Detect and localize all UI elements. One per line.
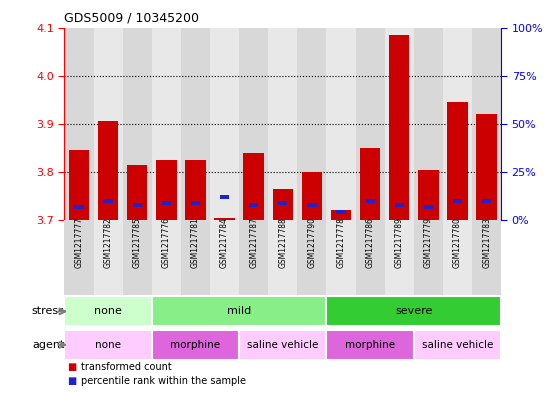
Text: morphine: morphine — [170, 340, 221, 350]
Text: percentile rank within the sample: percentile rank within the sample — [81, 376, 246, 386]
Bar — [181, 28, 210, 220]
Bar — [424, 205, 433, 209]
Text: severe: severe — [395, 307, 432, 316]
Text: morphine: morphine — [345, 340, 395, 350]
Bar — [181, 220, 210, 295]
Bar — [360, 148, 380, 220]
Bar — [307, 203, 316, 207]
Bar — [414, 330, 501, 360]
Text: none: none — [95, 340, 121, 350]
Bar — [127, 165, 147, 220]
Bar — [389, 35, 409, 220]
Bar — [133, 203, 142, 207]
Bar — [98, 121, 118, 220]
Bar — [249, 203, 258, 207]
Bar — [472, 220, 501, 295]
Text: none: none — [94, 307, 122, 316]
Text: mild: mild — [227, 307, 251, 316]
Bar — [453, 199, 462, 203]
Bar — [268, 28, 297, 220]
Bar — [123, 28, 152, 220]
Bar — [210, 220, 239, 295]
Bar — [443, 220, 472, 295]
Bar — [356, 28, 385, 220]
Bar — [220, 195, 229, 199]
Bar — [64, 220, 94, 295]
Bar — [156, 160, 176, 220]
Bar — [395, 203, 404, 207]
Bar — [239, 330, 326, 360]
Bar — [482, 199, 491, 203]
Bar — [162, 201, 171, 205]
Bar — [326, 220, 356, 295]
Text: agent: agent — [32, 340, 64, 350]
Bar — [210, 28, 239, 220]
Bar — [152, 296, 326, 327]
Bar — [94, 28, 123, 220]
Text: stress: stress — [31, 307, 64, 316]
Bar — [414, 28, 443, 220]
Bar — [185, 160, 206, 220]
Bar — [385, 28, 414, 220]
Text: saline vehicle: saline vehicle — [247, 340, 319, 350]
Bar — [152, 220, 181, 295]
Text: saline vehicle: saline vehicle — [422, 340, 493, 350]
Bar — [472, 28, 501, 220]
Bar — [326, 330, 414, 360]
Bar — [385, 220, 414, 295]
Bar — [94, 220, 123, 295]
Bar — [477, 114, 497, 220]
Bar — [74, 205, 83, 209]
Bar — [302, 172, 322, 220]
Bar — [356, 220, 385, 295]
Bar — [326, 28, 356, 220]
Bar — [64, 330, 152, 360]
Text: transformed count: transformed count — [81, 362, 172, 373]
Bar — [123, 220, 152, 295]
Bar — [239, 28, 268, 220]
Bar — [447, 102, 468, 220]
Bar — [337, 211, 346, 214]
Bar — [69, 150, 89, 220]
Text: ■: ■ — [67, 362, 77, 373]
Bar — [297, 220, 326, 295]
Bar — [414, 220, 443, 295]
Bar — [244, 153, 264, 220]
Text: ■: ■ — [67, 376, 77, 386]
Bar — [152, 330, 239, 360]
Bar — [326, 296, 501, 327]
Bar — [278, 201, 287, 205]
Bar — [191, 201, 200, 205]
Bar — [297, 28, 326, 220]
Bar — [268, 220, 297, 295]
Bar — [104, 199, 113, 203]
Bar — [273, 189, 293, 220]
Bar — [418, 169, 438, 220]
Bar — [214, 218, 235, 220]
Bar — [64, 28, 94, 220]
Bar — [64, 296, 152, 327]
Bar — [152, 28, 181, 220]
Bar — [331, 211, 351, 220]
Bar — [443, 28, 472, 220]
Bar — [239, 220, 268, 295]
Text: GDS5009 / 10345200: GDS5009 / 10345200 — [64, 12, 199, 25]
Bar — [366, 199, 375, 203]
